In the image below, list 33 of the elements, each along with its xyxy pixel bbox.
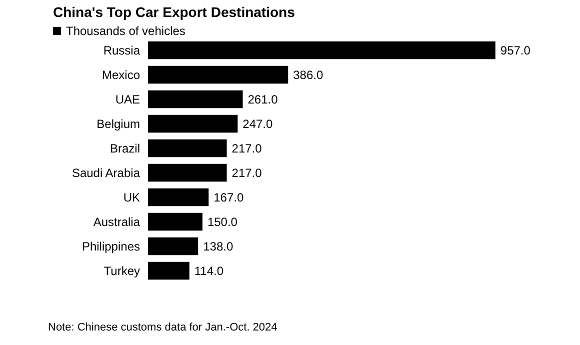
y-tick-label: Mexico	[102, 68, 140, 82]
bar	[148, 212, 202, 231]
data-label: 138.0	[203, 239, 234, 254]
y-tick-label: Philippines	[82, 239, 140, 254]
y-tick-label: Saudi Arabia	[72, 166, 140, 180]
bar	[148, 237, 198, 256]
data-label: 247.0	[242, 116, 274, 131]
y-tick-label: Belgium	[96, 116, 140, 131]
bar	[148, 66, 288, 84]
y-tick-label: UK	[123, 190, 140, 204]
bar	[148, 139, 227, 158]
y-tick-label: UAE	[115, 92, 140, 106]
bar	[148, 41, 496, 60]
y-tick-label: Russia	[103, 43, 140, 58]
data-label: 167.0	[214, 190, 244, 204]
text: Note: Chinese customs data for Jan.-Oct. 2024	[48, 322, 278, 334]
data-label: 150.0	[207, 214, 238, 229]
bar	[148, 114, 238, 133]
legend-label: Thousands of vehicles	[66, 24, 186, 38]
y-tick-label: Brazil	[110, 141, 140, 156]
bar	[148, 262, 190, 280]
data-label: 217.0	[232, 141, 262, 156]
bar	[148, 90, 243, 108]
data-label: 957.0	[500, 43, 531, 58]
y-tick-label: Australia	[93, 214, 140, 229]
bar	[148, 188, 209, 206]
chart-title: China's Top Car Export Destinations	[53, 4, 296, 20]
y-tick-label: Turkey	[104, 264, 140, 278]
bar	[148, 164, 227, 182]
data-label: 261.0	[248, 92, 278, 106]
data-label: 386.0	[293, 68, 324, 82]
data-label: 114.0	[194, 264, 224, 278]
data-label: 217.0	[232, 166, 262, 180]
